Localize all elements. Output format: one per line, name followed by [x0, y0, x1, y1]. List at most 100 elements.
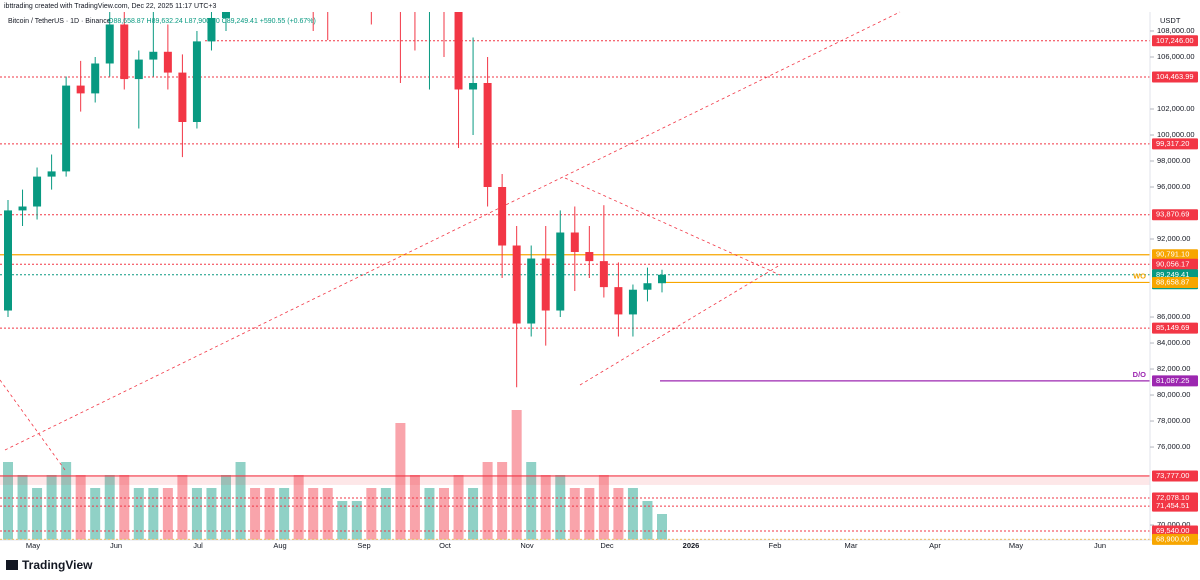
price-tag	[1152, 500, 1198, 512]
price-tag-label: 90,791.10	[1156, 250, 1189, 259]
price-tag-label: 71,454.51	[1156, 501, 1189, 510]
trendline	[579, 264, 781, 386]
volume-bar	[482, 462, 493, 540]
volume-bar	[279, 488, 290, 540]
candle-body	[192, 41, 201, 122]
price-tag	[1152, 525, 1198, 537]
candle-body	[527, 258, 536, 324]
price-tag	[1152, 533, 1198, 545]
candle-body	[76, 85, 85, 94]
volume-bar	[3, 462, 13, 540]
price-tag-label: 104,463.99	[1156, 72, 1194, 81]
volume-bar	[133, 488, 144, 540]
candle-body	[4, 210, 12, 311]
volume-bar	[17, 475, 28, 540]
price-label: 108,000.00	[1157, 26, 1195, 35]
candle-body	[469, 82, 478, 90]
price-tag-label: 88,658.87	[1156, 277, 1189, 286]
volume-bar	[642, 501, 653, 540]
volume-bar	[584, 488, 595, 540]
volume-bar	[177, 475, 188, 540]
candle-body	[454, 12, 463, 90]
price-label: 84,000.00	[1157, 338, 1190, 347]
time-label: Aug	[273, 541, 286, 550]
candle-body	[33, 176, 42, 207]
attribution: ibttrading created with TradingView.com,…	[4, 3, 216, 10]
volume-bar	[366, 488, 377, 540]
price-label: 70,000.00	[1157, 520, 1190, 529]
price-label: 92,000.00	[1157, 234, 1190, 243]
candle-body	[18, 206, 27, 211]
price-tag	[1152, 470, 1198, 482]
volume-bar	[598, 475, 609, 540]
time-label: Nov	[520, 541, 534, 550]
volume-bar	[90, 488, 101, 540]
candle-body	[643, 283, 652, 290]
time-label: May	[1009, 541, 1023, 550]
logo-icon	[6, 560, 18, 570]
volume-bar	[235, 462, 246, 540]
time-label: Jun	[1094, 541, 1106, 550]
time-label: Feb	[769, 541, 782, 550]
level-note: WO	[1133, 271, 1146, 280]
overlay	[0, 11, 901, 471]
candle-body	[120, 24, 129, 80]
price-label: 86,000.00	[1157, 312, 1190, 321]
price-tag-label: 85,149.69	[1156, 323, 1189, 332]
volume-bar	[191, 488, 202, 540]
volume-bar	[657, 514, 667, 540]
candle-body	[614, 287, 623, 315]
volume-bar	[75, 475, 86, 540]
candle-body	[47, 171, 56, 177]
price-label: 76,000.00	[1157, 442, 1190, 451]
price-tag-label: 107,246.00	[1156, 36, 1194, 45]
candle-body	[541, 258, 550, 311]
time-label: May	[26, 541, 40, 550]
volume-bar	[119, 475, 130, 540]
volume-bar	[395, 423, 406, 540]
volume-bar	[409, 475, 420, 540]
price-tag-label: 90,056.17	[1156, 259, 1189, 268]
volume-bar	[540, 475, 551, 540]
price-label: 100,000.00	[1157, 130, 1195, 139]
price-tag	[1152, 322, 1198, 334]
brand: TradingView	[22, 558, 93, 572]
volume-bar	[322, 488, 333, 540]
plot-pane	[0, 12, 1150, 540]
volume-bar	[264, 488, 275, 540]
candle-body	[599, 261, 608, 288]
price-tag	[1152, 375, 1198, 387]
volume-bar	[627, 488, 638, 540]
candle-body	[498, 187, 507, 246]
volume-bar	[439, 488, 449, 540]
volume-bar	[569, 488, 580, 540]
candle-body	[163, 51, 172, 73]
ohlc: O88,658.87 H89,632.24 L87,900.00 C89,249…	[108, 18, 316, 25]
price-tag	[1152, 276, 1198, 288]
volume-bar	[497, 462, 508, 540]
trendline	[4, 11, 901, 451]
time-label: Mar	[845, 541, 858, 550]
candle-body	[207, 17, 216, 42]
candle-body	[628, 289, 637, 315]
price-tag-label: 69,540.00	[1156, 526, 1189, 535]
price-label: 80,000.00	[1157, 390, 1190, 399]
price-tag-label: 93,870.69	[1156, 210, 1189, 219]
price-label: 98,000.00	[1157, 156, 1190, 165]
time-label: 2026	[683, 541, 700, 550]
symbol: Bitcoin / TetherUS · 1D · Binance	[8, 18, 111, 25]
volume-bar	[308, 488, 319, 540]
price-tag-label: 68,900.00	[1156, 534, 1189, 543]
volume-bar	[555, 475, 566, 540]
currency: USDT	[1160, 16, 1181, 25]
volume-bar	[511, 410, 522, 540]
candle-body	[105, 24, 114, 64]
trendline	[0, 379, 66, 471]
candle-body	[570, 232, 579, 253]
candle-body	[91, 63, 100, 94]
volume-bar	[526, 462, 537, 540]
time-label: Sep	[357, 541, 370, 550]
candle-body	[178, 72, 187, 122]
price-label: 102,000.00	[1157, 104, 1195, 113]
price-label: 78,000.00	[1157, 416, 1190, 425]
